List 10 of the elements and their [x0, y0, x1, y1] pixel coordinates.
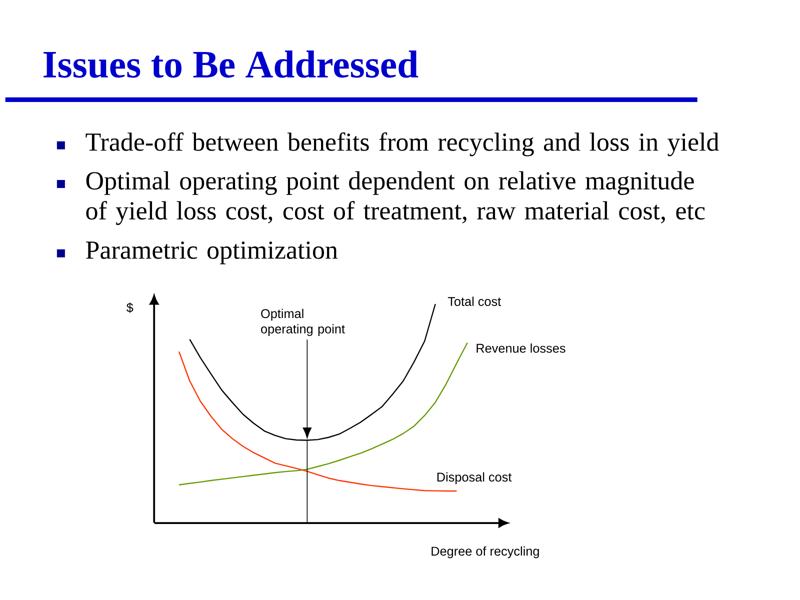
series-label: Revenue losses [476, 343, 566, 353]
text: Optimal operating point dependent on relative magnitude of yield loss cost, cost of treatment, raw material cost, etc [86, 171, 705, 225]
text: Trade-off between benefits from recycling and loss in yield [86, 132, 719, 156]
annotation: Optimal operating point [261, 308, 345, 336]
chart-title: Issues to Be Addressed [44, 50, 418, 78]
series-label: Disposal cost [437, 472, 512, 484]
series-label: Total cost [448, 296, 502, 306]
y-axis-title: $ [126, 302, 134, 313]
x-axis-title: Degree of recycling [432, 546, 539, 558]
text: Parametric optimization [86, 241, 338, 264]
